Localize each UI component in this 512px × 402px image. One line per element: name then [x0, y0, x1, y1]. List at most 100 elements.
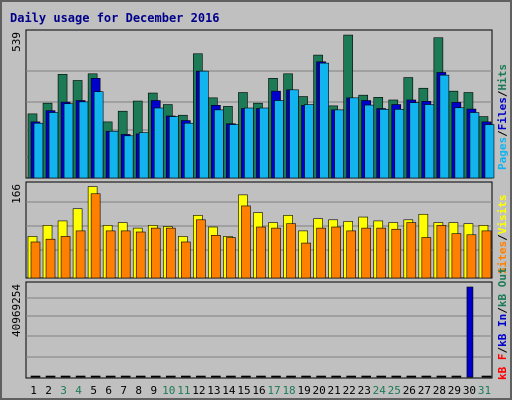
- bar-kb-in-13: [211, 375, 221, 378]
- bar-pages-5: [93, 91, 104, 179]
- bar-pages-22: [349, 97, 359, 179]
- bar-pages-25: [394, 109, 405, 179]
- bar-kb-in-8: [135, 375, 146, 378]
- bar-sites-20: [316, 227, 326, 279]
- x-tick-label-14: 14: [222, 384, 236, 397]
- x-tick-label-21: 21: [328, 384, 341, 397]
- x-tick-label-26: 26: [403, 384, 416, 397]
- bar-sites-29: [451, 233, 462, 279]
- x-tick-label-30: 30: [463, 384, 476, 397]
- bar-kb-in-3: [60, 375, 71, 378]
- x-tick-label-9: 9: [150, 384, 157, 397]
- bar-pages-3: [63, 103, 74, 179]
- bar-sites-6: [105, 230, 116, 279]
- bar-pages-15: [244, 107, 254, 179]
- y-max-label: 40969254: [10, 284, 23, 337]
- bar-kb-in-12: [196, 375, 206, 378]
- legend-bot-item: /: [496, 347, 509, 354]
- bar-kb-in-25: [391, 375, 402, 378]
- legend-mid: Sites/Visits: [496, 195, 509, 275]
- bar-pages-1: [33, 122, 44, 179]
- x-tick-label-8: 8: [135, 384, 142, 397]
- bar-pages-7: [123, 135, 134, 179]
- bar-sites-18: [286, 223, 296, 279]
- x-tick-label-1: 1: [30, 384, 37, 397]
- legend-top: Pages/Files/Hits: [496, 64, 509, 170]
- x-tick-label-5: 5: [90, 384, 97, 397]
- legend-bot-item: kB F: [496, 354, 509, 381]
- legend-top-item: Hits: [496, 64, 509, 91]
- x-tick-label-27: 27: [418, 384, 431, 397]
- bar-kb-in-28: [436, 375, 447, 378]
- bar-sites-1: [30, 241, 41, 279]
- bar-sites-26: [406, 222, 417, 279]
- x-tick-label-2: 2: [45, 384, 52, 397]
- bar-pages-26: [409, 102, 420, 179]
- bar-kb-in-18: [286, 375, 296, 378]
- bar-kb-in-15: [241, 375, 251, 378]
- bar-kb-in-10: [165, 375, 176, 378]
- bar-sites-8: [135, 231, 146, 279]
- bar-kb-in-29: [451, 375, 462, 378]
- bar-sites-5: [90, 193, 101, 279]
- x-tick-label-24: 24: [373, 384, 387, 397]
- bar-pages-12: [199, 70, 209, 179]
- bar-pages-30: [469, 112, 480, 179]
- bar-pages-6: [108, 130, 119, 179]
- bar-kb-in-31: [481, 375, 492, 378]
- bar-pages-28: [439, 74, 450, 179]
- bar-kb-in-30: [466, 286, 474, 378]
- bar-kb-in-16: [256, 375, 266, 378]
- bar-pages-20: [319, 62, 329, 179]
- y-max-label: 539: [10, 32, 23, 52]
- bar-sites-31: [481, 230, 492, 279]
- bar-kb-in-14: [226, 375, 236, 378]
- bar-sites-23: [361, 227, 372, 279]
- x-tick-label-11: 11: [177, 384, 190, 397]
- x-tick-label-12: 12: [192, 384, 205, 397]
- bar-sites-19: [301, 242, 311, 279]
- panel-hits-files-pages: 539: [10, 29, 495, 179]
- bar-kb-in-22: [346, 375, 356, 378]
- x-tick-label-18: 18: [282, 384, 295, 397]
- bar-kb-in-6: [105, 375, 116, 378]
- legend-bot: kB F/kB In/kB Out: [496, 267, 509, 380]
- bar-pages-14: [229, 124, 239, 179]
- bar-kb-in-2: [45, 375, 56, 378]
- x-tick-label-6: 6: [105, 384, 112, 397]
- bar-kb-in-11: [181, 375, 191, 378]
- bar-kb-in-20: [316, 375, 326, 378]
- bar-kb-in-4: [75, 375, 86, 378]
- bar-pages-11: [184, 122, 194, 179]
- bar-pages-29: [454, 107, 465, 179]
- bar-sites-4: [75, 230, 86, 279]
- x-tick-label-20: 20: [313, 384, 326, 397]
- bar-sites-9: [150, 227, 161, 279]
- bar-sites-2: [45, 238, 56, 279]
- bar-sites-21: [331, 226, 341, 279]
- bar-sites-16: [256, 226, 266, 279]
- panel-visits-sites: 166: [10, 181, 493, 279]
- bar-kb-in-5: [90, 375, 101, 378]
- bar-pages-24: [379, 109, 390, 179]
- x-tick-label-31: 31: [478, 384, 491, 397]
- x-tick-label-25: 25: [388, 384, 401, 397]
- bar-pages-19: [304, 104, 314, 179]
- x-tick-label-4: 4: [75, 384, 82, 397]
- legend-bot-item: kB Out: [496, 267, 509, 307]
- bar-pages-17: [274, 100, 284, 179]
- bar-sites-22: [346, 230, 356, 279]
- panel-plot-area: [25, 281, 493, 379]
- legend-bot: kB F/kB In/kB Out: [496, 267, 509, 380]
- bar-sites-17: [271, 227, 281, 279]
- bar-sites-28: [436, 225, 447, 279]
- bar-pages-16: [259, 107, 269, 179]
- bar-sites-12: [196, 219, 206, 279]
- bar-pages-8: [138, 132, 149, 179]
- bar-sites-11: [181, 241, 191, 279]
- legend-mid-item: Visits: [496, 195, 509, 235]
- bar-pages-9: [153, 107, 164, 179]
- bar-sites-25: [391, 228, 402, 279]
